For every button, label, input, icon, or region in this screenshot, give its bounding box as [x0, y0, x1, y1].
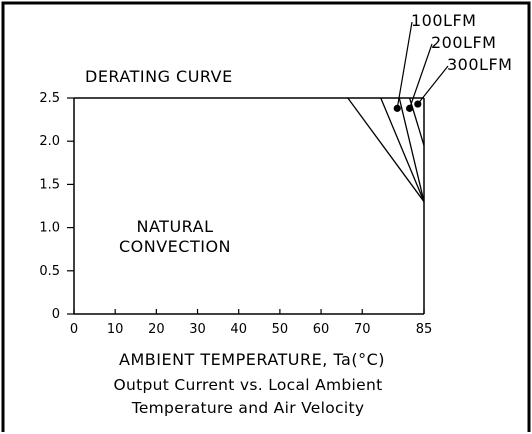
callout-dot [405, 104, 414, 112]
y-tick-label: 0 [52, 307, 60, 322]
y-tick-label: 2.5 [39, 91, 60, 106]
x-tick-label: 0 [70, 322, 78, 337]
series-line-3 [398, 97, 425, 202]
x-axis-title: AMBIENT TEMPERATURE, Ta(°C) [119, 350, 385, 369]
series-line-1 [347, 97, 425, 203]
y-tick-label: 2.0 [39, 134, 60, 149]
callout-dot [414, 100, 422, 108]
y-tick-label: 0.5 [39, 264, 60, 279]
x-tick-label: 85 [416, 322, 433, 337]
y-axis-ticks: 0 0.5 1.0 1.5 2.0 2.5 [39, 91, 74, 322]
callouts: 100LFM 200LFM 300LFM [393, 11, 512, 112]
callout-leader [396, 21, 413, 109]
callout-label: 300LFM [447, 55, 512, 74]
x-tick-label: 10 [107, 322, 124, 337]
x-tick-label: 50 [272, 322, 289, 337]
caption-line-2: Temperature and Air Velocity [131, 399, 365, 417]
series-line-2 [380, 97, 425, 202]
x-tick-label: 60 [313, 322, 330, 337]
x-tick-label: 20 [148, 322, 165, 337]
y-tick-label: 1.5 [39, 177, 60, 192]
x-tick-label: 40 [230, 322, 247, 337]
region-label-line-1: NATURAL [137, 217, 214, 236]
chart-title: DERATING CURVE [85, 67, 233, 86]
callout-label: 100LFM [411, 11, 476, 30]
x-tick-label: 70 [354, 322, 371, 337]
region-label-line-2: CONVECTION [119, 237, 231, 256]
plot-area [73, 97, 425, 315]
callout-leader [417, 65, 449, 105]
callout-leader [409, 43, 433, 109]
x-axis-ticks: 0 10 20 30 40 50 60 70 85 [70, 309, 432, 337]
x-tick-label: 30 [189, 322, 206, 337]
callout-dot [393, 104, 401, 112]
caption-line-1: Output Current vs. Local Ambient [114, 376, 383, 394]
callout-label: 200LFM [431, 33, 496, 52]
series-lines [347, 97, 425, 203]
y-tick-label: 1.0 [39, 221, 60, 236]
